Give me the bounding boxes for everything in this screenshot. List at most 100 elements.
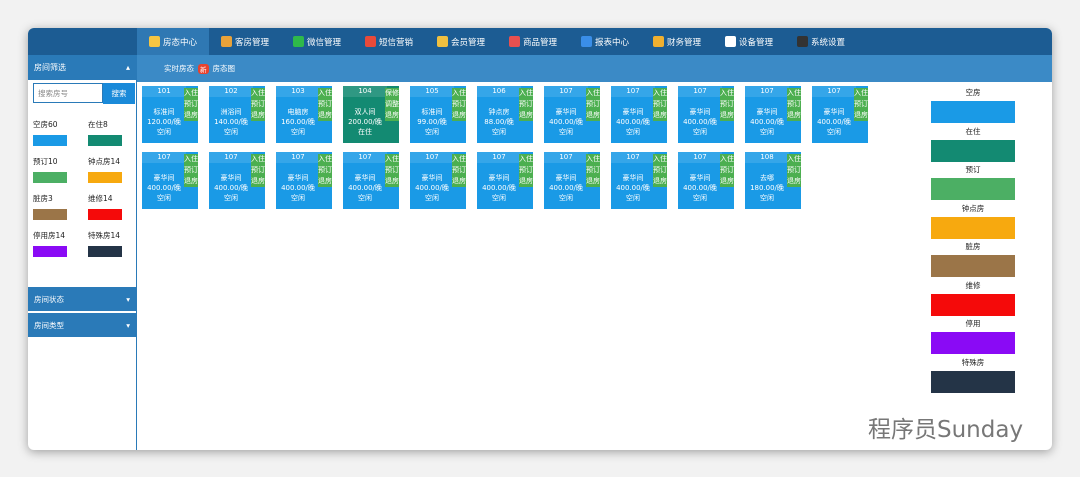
room-action[interactable]: 退房 bbox=[720, 110, 734, 121]
room-action[interactable]: 入住 bbox=[854, 88, 868, 99]
tab[interactable]: 实时房态 bbox=[164, 64, 194, 73]
status-filter[interactable]: 钟点房14 bbox=[88, 156, 122, 183]
nav-item[interactable]: 房态中心 bbox=[137, 28, 209, 55]
room-card[interactable]: 107 豪华间 400.00/晚 空闲 入住 预订 退房 bbox=[678, 86, 734, 143]
room-action[interactable]: 预订 bbox=[586, 99, 600, 110]
room-card[interactable]: 107 豪华间 400.00/晚 空闲 入住 预订 退房 bbox=[812, 86, 868, 143]
status-filter[interactable]: 维修14 bbox=[88, 193, 122, 220]
search-input[interactable]: 搜索房号 bbox=[33, 83, 103, 103]
room-action[interactable]: 退房 bbox=[519, 110, 533, 121]
room-action[interactable]: 预订 bbox=[586, 165, 600, 176]
room-card[interactable]: 107 豪华间 400.00/晚 空闲 入住 预订 退房 bbox=[209, 152, 265, 209]
room-action[interactable]: 预订 bbox=[653, 165, 667, 176]
room-action[interactable]: 入住 bbox=[586, 88, 600, 99]
room-action[interactable]: 保修 bbox=[385, 88, 399, 99]
room-action[interactable]: 退房 bbox=[452, 176, 466, 187]
status-filter[interactable]: 预订10 bbox=[33, 156, 67, 183]
room-action[interactable]: 预订 bbox=[251, 165, 265, 176]
room-action[interactable]: 退房 bbox=[251, 176, 265, 187]
room-card[interactable]: 104 双人间 200.00/晚 在住 保修 调整 退房 bbox=[343, 86, 399, 143]
room-card[interactable]: 107 豪华间 400.00/晚 空闲 入住 预订 退房 bbox=[276, 152, 332, 209]
room-action[interactable]: 入住 bbox=[586, 154, 600, 165]
room-action[interactable]: 入住 bbox=[787, 88, 801, 99]
room-card[interactable]: 107 豪华间 400.00/晚 空闲 入住 预订 退房 bbox=[343, 152, 399, 209]
room-action[interactable]: 退房 bbox=[184, 176, 198, 187]
room-action[interactable]: 退房 bbox=[586, 176, 600, 187]
room-card[interactable]: 107 豪华间 400.00/晚 空闲 入住 预订 退房 bbox=[611, 152, 667, 209]
room-action[interactable]: 退房 bbox=[653, 176, 667, 187]
nav-item[interactable]: 商品管理 bbox=[497, 28, 569, 55]
nav-item[interactable]: 报表中心 bbox=[569, 28, 641, 55]
room-action[interactable]: 入住 bbox=[318, 88, 332, 99]
room-action[interactable]: 预订 bbox=[519, 99, 533, 110]
room-card[interactable]: 103 电脑房 160.00/晚 空闲 入住 预订 退房 bbox=[276, 86, 332, 143]
room-action[interactable]: 预订 bbox=[385, 165, 399, 176]
room-action[interactable]: 退房 bbox=[318, 110, 332, 121]
room-action[interactable]: 入住 bbox=[720, 154, 734, 165]
room-action[interactable]: 预订 bbox=[318, 99, 332, 110]
room-card[interactable]: 105 标准间 99.00/晚 空闲 入住 预订 退房 bbox=[410, 86, 466, 143]
room-card[interactable]: 101 标准间 120.00/晚 空闲 入住 预订 退房 bbox=[142, 86, 198, 143]
room-action[interactable]: 退房 bbox=[318, 176, 332, 187]
room-action[interactable]: 预订 bbox=[787, 99, 801, 110]
room-card[interactable]: 107 豪华间 400.00/晚 空闲 入住 预订 退房 bbox=[544, 152, 600, 209]
room-action[interactable]: 入住 bbox=[720, 88, 734, 99]
room-action[interactable]: 退房 bbox=[720, 176, 734, 187]
room-action[interactable]: 入住 bbox=[318, 154, 332, 165]
room-action[interactable]: 入住 bbox=[251, 154, 265, 165]
room-card[interactable]: 107 豪华间 400.00/晚 空闲 入住 预订 退房 bbox=[410, 152, 466, 209]
room-action[interactable]: 入住 bbox=[251, 88, 265, 99]
room-card[interactable]: 107 豪华间 400.00/晚 空闲 入住 预订 退房 bbox=[611, 86, 667, 143]
room-card[interactable]: 107 豪华间 400.00/晚 空闲 入住 预订 退房 bbox=[745, 86, 801, 143]
nav-item[interactable]: 设备管理 bbox=[713, 28, 785, 55]
room-action[interactable]: 入住 bbox=[519, 88, 533, 99]
room-action[interactable]: 退房 bbox=[787, 110, 801, 121]
room-action[interactable]: 退房 bbox=[385, 176, 399, 187]
status-filter[interactable]: 脏房3 bbox=[33, 193, 67, 220]
room-action[interactable]: 退房 bbox=[251, 110, 265, 121]
room-action[interactable]: 入住 bbox=[653, 88, 667, 99]
room-card[interactable]: 107 豪华间 400.00/晚 空闲 入住 预订 退房 bbox=[142, 152, 198, 209]
room-card[interactable]: 107 豪华间 400.00/晚 空闲 入住 预订 退房 bbox=[477, 152, 533, 209]
room-action[interactable]: 退房 bbox=[586, 110, 600, 121]
nav-item[interactable]: 客房管理 bbox=[209, 28, 281, 55]
room-action[interactable]: 入住 bbox=[385, 154, 399, 165]
room-action[interactable]: 预订 bbox=[519, 165, 533, 176]
room-action[interactable]: 预订 bbox=[720, 165, 734, 176]
room-action[interactable]: 入住 bbox=[519, 154, 533, 165]
room-action[interactable]: 入住 bbox=[787, 154, 801, 165]
room-action[interactable]: 预订 bbox=[452, 99, 466, 110]
room-action[interactable]: 预订 bbox=[854, 99, 868, 110]
room-card[interactable]: 107 豪华间 400.00/晚 空闲 入住 预订 退房 bbox=[544, 86, 600, 143]
room-action[interactable]: 退房 bbox=[385, 110, 399, 121]
room-action[interactable]: 预订 bbox=[452, 165, 466, 176]
room-action[interactable]: 预订 bbox=[318, 165, 332, 176]
room-action[interactable]: 预订 bbox=[653, 99, 667, 110]
room-action[interactable]: 预订 bbox=[184, 99, 198, 110]
status-filter[interactable]: 特殊房14 bbox=[88, 230, 122, 257]
tab[interactable]: 房态图 bbox=[212, 64, 236, 73]
status-filter[interactable]: 空房60 bbox=[33, 119, 67, 146]
room-action[interactable]: 预订 bbox=[184, 165, 198, 176]
room-action[interactable]: 退房 bbox=[519, 176, 533, 187]
status-filter[interactable]: 在住8 bbox=[88, 119, 122, 146]
room-action[interactable]: 预订 bbox=[251, 99, 265, 110]
room-card[interactable]: 106 钟点房 88.00/晚 空闲 入住 预订 退房 bbox=[477, 86, 533, 143]
nav-item[interactable]: 微信管理 bbox=[281, 28, 353, 55]
room-action[interactable]: 入住 bbox=[184, 88, 198, 99]
nav-item[interactable]: 短信营销 bbox=[353, 28, 425, 55]
room-card[interactable]: 107 豪华间 400.00/晚 空闲 入住 预订 退房 bbox=[678, 152, 734, 209]
room-action[interactable]: 退房 bbox=[787, 176, 801, 187]
nav-item[interactable]: 财务管理 bbox=[641, 28, 713, 55]
room-action[interactable]: 入住 bbox=[452, 154, 466, 165]
search-button[interactable]: 搜索 bbox=[103, 83, 135, 104]
room-action[interactable]: 退房 bbox=[184, 110, 198, 121]
room-action[interactable]: 入住 bbox=[452, 88, 466, 99]
room-action[interactable]: 预订 bbox=[720, 99, 734, 110]
section-header[interactable]: 房间状态 ▾ bbox=[28, 287, 136, 311]
room-action[interactable]: 退房 bbox=[452, 110, 466, 121]
section-header[interactable]: 房间类型 ▾ bbox=[28, 313, 136, 337]
room-action[interactable]: 退房 bbox=[653, 110, 667, 121]
room-action[interactable]: 入住 bbox=[184, 154, 198, 165]
room-card[interactable]: 102 洲浴间 140.00/晚 空闲 入住 预订 退房 bbox=[209, 86, 265, 143]
